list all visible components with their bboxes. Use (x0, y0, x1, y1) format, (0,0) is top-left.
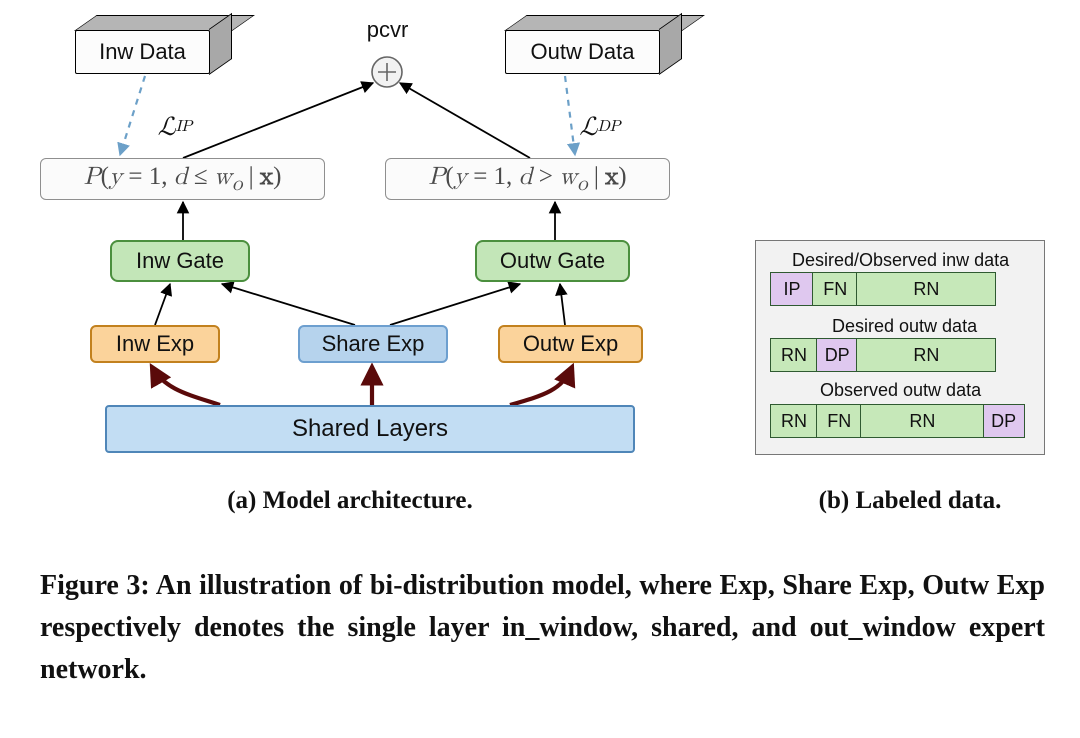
prob-left-box: P(y = 1, d ≤ wo | x) (40, 158, 325, 200)
inw-exp-block: Inw Exp (90, 325, 220, 363)
legend-row: RNFNRNDP (770, 404, 1025, 438)
loss-dp-label: ℒDP (560, 110, 640, 144)
loss-ip-label: ℒIP (140, 110, 210, 144)
legend-title: Desired/Observed inw data (792, 250, 1009, 271)
legend-cell: IP (770, 272, 814, 306)
legend-cell: FN (816, 404, 862, 438)
share-exp-block: Share Exp (298, 325, 448, 363)
legend-row: IPFNRN (770, 272, 996, 306)
legend-cell: RN (856, 272, 996, 306)
legend-cell: FN (812, 272, 858, 306)
legend-title: Observed outw data (820, 380, 981, 401)
caption-b: (b) Labeled data. (810, 485, 1010, 517)
legend-cell: DP (816, 338, 858, 372)
outw-gate-block: Outw Gate (475, 240, 630, 282)
legend-cell: RN (770, 338, 818, 372)
outw-data-block: Outw Data (505, 30, 660, 74)
legend-title: Desired outw data (832, 316, 977, 337)
legend-row: RNDPRN (770, 338, 996, 372)
figure-caption: Figure 3: An illustration of bi-distribu… (40, 565, 1045, 691)
pcvr-label: pcvr (360, 18, 415, 42)
legend-cell: RN (770, 404, 818, 438)
shared-layers-block: Shared Layers (105, 405, 635, 453)
inw-gate-block: Inw Gate (110, 240, 250, 282)
inw-data-block: Inw Data (75, 30, 210, 74)
legend-cell: RN (856, 338, 996, 372)
legend-cell: RN (860, 404, 984, 438)
outw-exp-block: Outw Exp (498, 325, 643, 363)
figure-stage: pcvr Inw Data Outw Data ℒIP ℒDP P(y = 1,… (0, 0, 1080, 738)
caption-a: (a) Model architecture. (190, 485, 510, 517)
prob-right-box: P(y = 1, d > wo | x) (385, 158, 670, 200)
legend-cell: DP (983, 404, 1025, 438)
